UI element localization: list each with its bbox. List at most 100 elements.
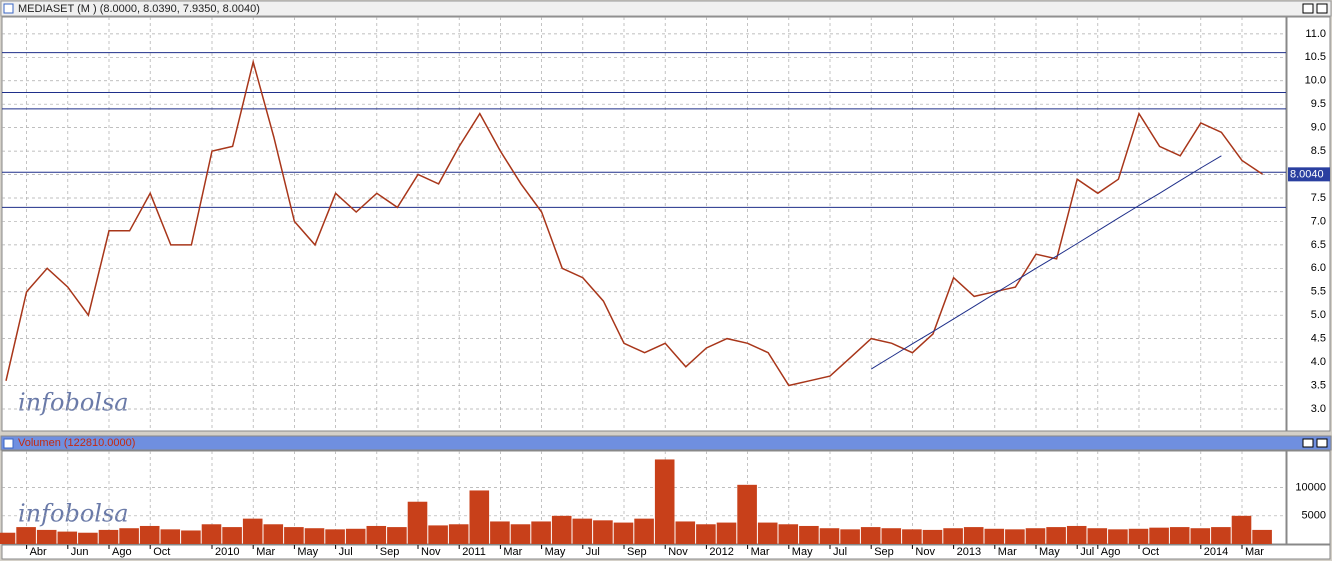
x-tick-label: Jul bbox=[833, 546, 847, 558]
minimize-button[interactable] bbox=[1302, 3, 1314, 14]
x-tick-label: May bbox=[1039, 546, 1060, 558]
x-tick-label: 2011 bbox=[462, 546, 486, 558]
volume-bar bbox=[675, 521, 696, 544]
volume-bar bbox=[963, 527, 984, 544]
x-tick-label: May bbox=[792, 546, 813, 558]
volume-bar bbox=[1169, 527, 1190, 544]
x-tick-label: Sep bbox=[874, 546, 894, 558]
last-price-label: 8.0040 bbox=[1290, 168, 1324, 180]
x-tick-label: Oct bbox=[1142, 546, 1159, 558]
x-tick-label: Mar bbox=[751, 546, 770, 558]
y-tick-label: 8.5 bbox=[1311, 145, 1326, 157]
y-tick-label: 3.5 bbox=[1311, 379, 1326, 391]
volume-bar bbox=[490, 521, 510, 544]
watermark: infobolsa bbox=[18, 500, 129, 528]
volume-bar bbox=[325, 529, 345, 544]
volume-bar bbox=[1005, 529, 1025, 544]
close-button[interactable] bbox=[1316, 3, 1328, 14]
minimize-button[interactable] bbox=[1302, 438, 1314, 448]
x-tick-label: 2013 bbox=[957, 546, 981, 558]
x-tick-label: Jul bbox=[1080, 546, 1094, 558]
x-tick-label: Mar bbox=[503, 546, 522, 558]
volume-bar bbox=[1108, 529, 1128, 544]
x-axis bbox=[1, 544, 1331, 560]
volume-bar bbox=[263, 524, 284, 544]
volume-bar bbox=[78, 532, 98, 544]
volume-bar bbox=[284, 527, 304, 544]
volume-bar bbox=[469, 490, 490, 544]
volume-bar bbox=[119, 528, 139, 544]
x-tick-label: 2010 bbox=[215, 546, 239, 558]
volume-bar bbox=[572, 518, 593, 544]
x-tick-label: Jul bbox=[586, 546, 600, 558]
volume-bar bbox=[613, 522, 634, 544]
volume-bar bbox=[881, 528, 902, 544]
volume-bar bbox=[737, 484, 757, 544]
x-tick-label: Mar bbox=[256, 546, 275, 558]
x-tick-label: Nov bbox=[915, 546, 935, 558]
volume-bar bbox=[778, 524, 799, 544]
y-tick-label: 5.5 bbox=[1311, 286, 1326, 298]
volume-bar bbox=[799, 525, 819, 544]
y-tick-label: 6.0 bbox=[1311, 262, 1326, 274]
volume-bar bbox=[304, 528, 325, 544]
x-tick-label: Oct bbox=[153, 546, 170, 558]
volume-bar bbox=[943, 528, 963, 544]
y-tick-label: 7.5 bbox=[1311, 192, 1326, 204]
volume-bar bbox=[696, 524, 716, 544]
x-tick-label: 2012 bbox=[709, 546, 733, 558]
volume-bar bbox=[510, 524, 531, 544]
volume-bar bbox=[1252, 529, 1272, 544]
y-tick-label: 7.0 bbox=[1311, 215, 1326, 227]
y-tick-label: 5000 bbox=[1302, 510, 1326, 522]
x-tick-label: Ago bbox=[112, 546, 132, 558]
volume-bar bbox=[160, 529, 181, 544]
volume-bar bbox=[984, 528, 1005, 544]
price-title-bar bbox=[0, 0, 1332, 17]
x-tick-label: May bbox=[297, 546, 318, 558]
volume-bar bbox=[531, 521, 551, 544]
price-title: MEDIASET (M ) (8.0000, 8.0390, 7.9350, 8… bbox=[18, 3, 260, 15]
volume-bar bbox=[551, 515, 572, 544]
volume-bar bbox=[16, 527, 36, 544]
y-tick-label: 9.0 bbox=[1311, 122, 1326, 134]
x-tick-label: Nov bbox=[421, 546, 441, 558]
trend-line bbox=[870, 155, 1222, 370]
volume-bar bbox=[716, 522, 737, 544]
volume-bar bbox=[902, 529, 922, 544]
volume-bar bbox=[1231, 515, 1252, 544]
price-axis bbox=[1286, 16, 1331, 432]
x-tick-label: Jun bbox=[71, 546, 89, 558]
volume-bar bbox=[201, 524, 222, 544]
volume-bar bbox=[366, 525, 387, 544]
close-button[interactable] bbox=[1316, 438, 1328, 448]
volume-bar bbox=[57, 531, 78, 544]
y-tick-label: 10.0 bbox=[1305, 75, 1326, 87]
x-tick-label: Jul bbox=[339, 546, 353, 558]
volume-bar bbox=[634, 518, 654, 544]
volume-bar bbox=[181, 530, 201, 544]
volume-bar bbox=[840, 529, 860, 544]
volume-bar bbox=[1066, 525, 1087, 544]
volume-bar bbox=[407, 501, 428, 544]
x-tick-label: Sep bbox=[380, 546, 400, 558]
volume-title-bar bbox=[0, 435, 1332, 451]
volume-bar bbox=[757, 522, 778, 544]
volume-bar bbox=[345, 528, 366, 544]
volume-axis bbox=[1286, 450, 1331, 545]
x-tick-label: May bbox=[545, 546, 566, 558]
volume-bar bbox=[36, 529, 57, 544]
x-tick-label: Sep bbox=[627, 546, 647, 558]
x-tick-label: Ago bbox=[1101, 546, 1121, 558]
icon bbox=[3, 438, 14, 449]
x-tick-label: 2014 bbox=[1204, 546, 1228, 558]
watermark: infobolsa bbox=[18, 389, 129, 417]
y-tick-label: 3.0 bbox=[1311, 403, 1326, 415]
volume-bar bbox=[387, 527, 407, 544]
volume-bar bbox=[593, 520, 613, 544]
price-plot bbox=[1, 16, 1287, 432]
volume-bar bbox=[1046, 527, 1066, 544]
volume-bar bbox=[98, 529, 119, 544]
volume-bar bbox=[1149, 527, 1169, 544]
